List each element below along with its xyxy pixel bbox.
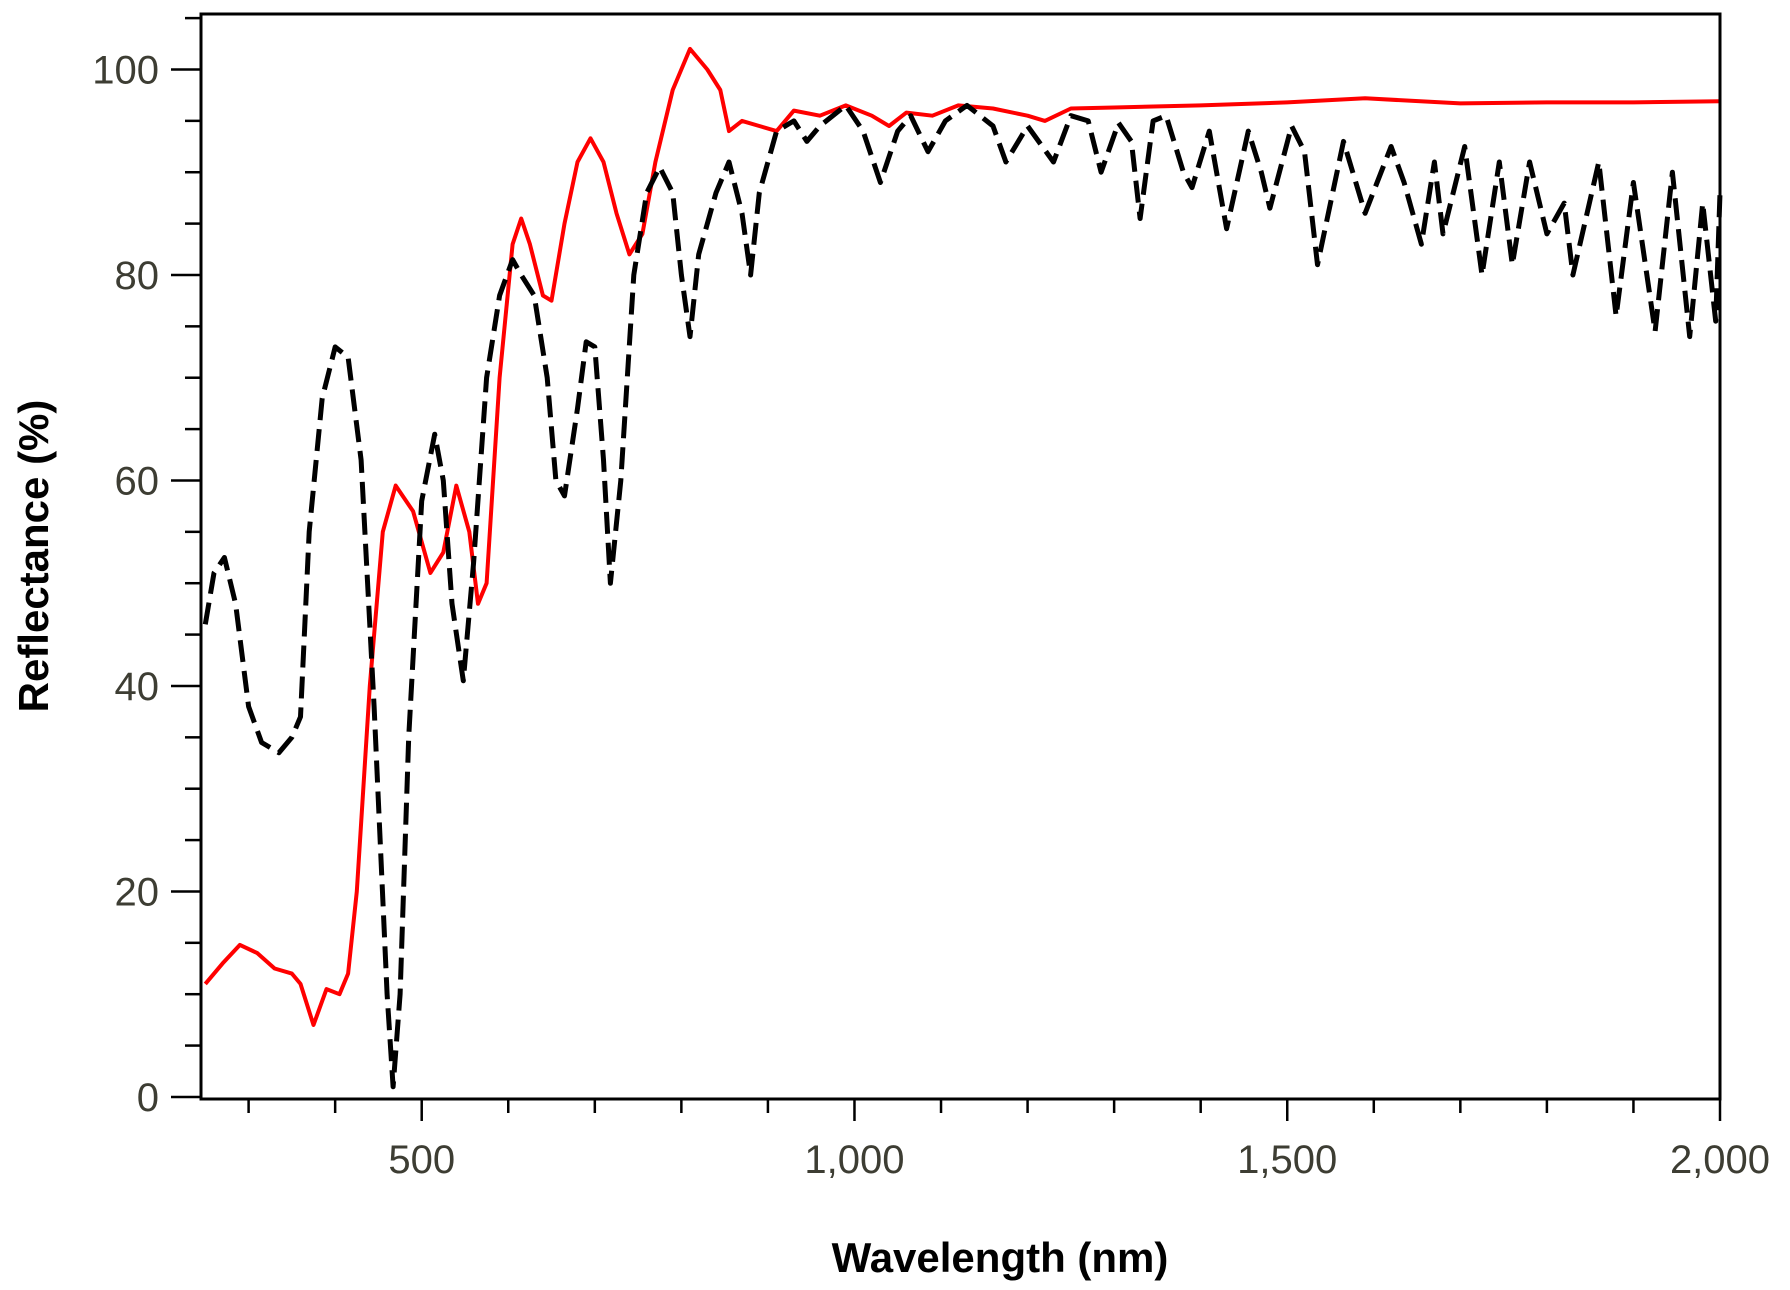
y-tick-label: 20 <box>115 870 160 914</box>
plot-frame <box>199 12 1722 1101</box>
x-axis: 500 1,000 1,500 2,000 <box>247 1099 1770 1182</box>
y-tick-label: 80 <box>115 254 160 298</box>
x-tick-label: 2,000 <box>1670 1138 1770 1182</box>
y-axis: 0 20 40 60 80 100 <box>92 16 201 1120</box>
series-line-black-dashed <box>202 102 1723 1090</box>
x-tick-label: 500 <box>388 1138 455 1182</box>
x-tick-label: 1,500 <box>1237 1138 1337 1182</box>
y-tick-label: 100 <box>92 48 159 92</box>
y-tick-label: 40 <box>115 665 160 709</box>
y-axis-title: Reflectance (%) <box>10 400 57 713</box>
y-tick-label: 60 <box>115 459 160 503</box>
x-axis-title: Wavelength (nm) <box>832 1234 1169 1281</box>
series-line-red-solid <box>203 46 1721 1027</box>
x-tick-label: 1,000 <box>804 1138 904 1182</box>
series-layer <box>202 46 1723 1090</box>
y-tick-label: 0 <box>137 1076 159 1120</box>
